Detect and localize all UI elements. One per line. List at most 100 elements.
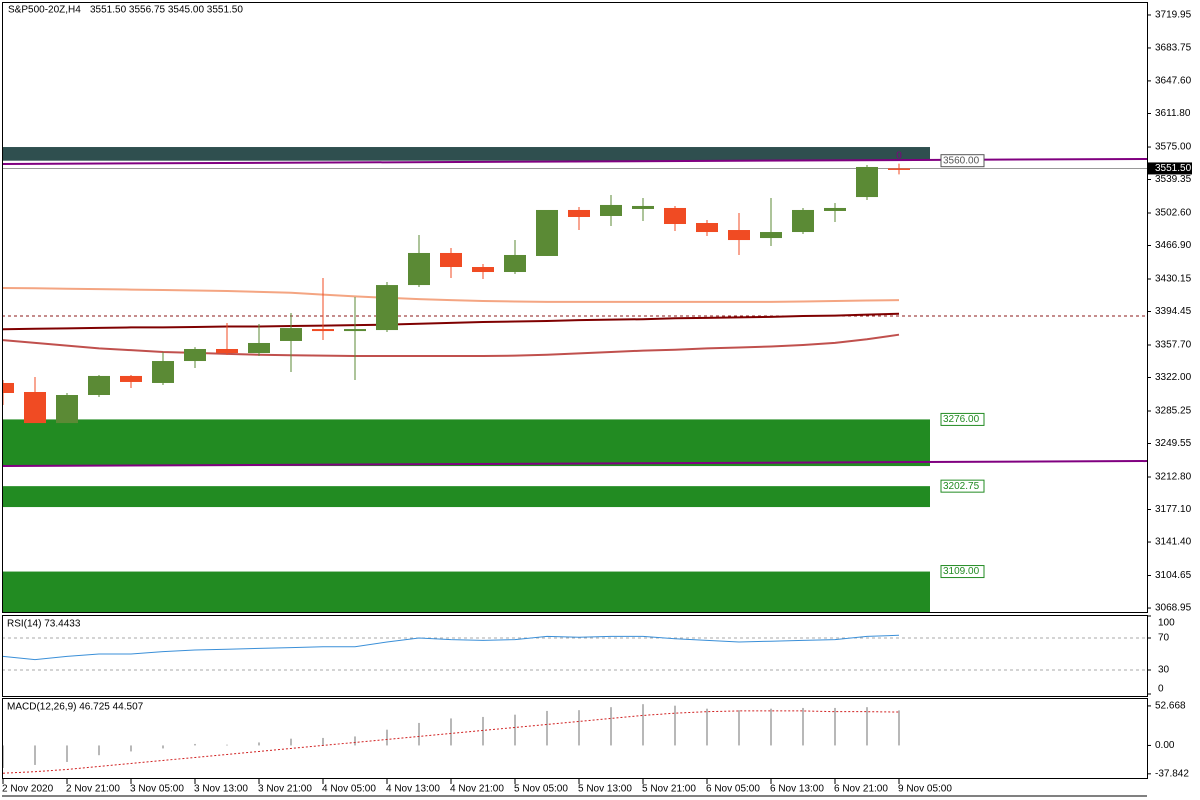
macd-bar <box>642 704 644 746</box>
macd-bar <box>610 707 612 746</box>
zone <box>2 486 930 508</box>
x-tick-label: 3 Nov 05:00 <box>130 784 184 795</box>
candle-body <box>440 252 462 268</box>
macd-bar <box>290 738 292 746</box>
y-tick-label: 3212.80 <box>1155 472 1192 483</box>
candle-body <box>536 209 558 256</box>
candle-body <box>472 267 494 273</box>
candle-body <box>792 209 814 233</box>
price-panel: 0 <box>2 147 1147 612</box>
candle-body <box>56 395 78 424</box>
rsi-label: RSI(14) 73.4433 <box>7 619 81 630</box>
candle-body <box>504 254 526 273</box>
candle-body <box>696 223 718 233</box>
candle-body <box>88 375 110 396</box>
level-label-box <box>940 479 985 493</box>
candle-body <box>728 230 750 241</box>
macd-bar <box>578 710 580 746</box>
current-price-label: 3551.50 <box>1155 163 1192 174</box>
macd-bar <box>418 722 420 746</box>
x-tick-label: 6 Nov 05:00 <box>706 784 760 795</box>
x-tick-label: 2 Nov 21:00 <box>66 784 120 795</box>
level-label-box <box>940 412 985 426</box>
price-frame <box>2 2 1148 613</box>
macd-bar <box>738 710 740 746</box>
x-tick-label: 5 Nov 05:00 <box>514 784 568 795</box>
y-tick-label: 3249.55 <box>1155 438 1192 449</box>
macd-frame <box>2 698 1148 779</box>
y-tick-label: 3719.95 <box>1155 10 1192 21</box>
macd-bar <box>194 743 196 746</box>
macd-tick-label: -37.842 <box>1155 768 1189 779</box>
y-tick-label: 3647.60 <box>1155 76 1192 87</box>
macd-bar <box>162 745 164 749</box>
trendline <box>2 460 1147 468</box>
rsi-frame <box>2 615 1148 697</box>
rsi-line <box>2 634 900 661</box>
level-label: 3560.00 <box>943 155 980 166</box>
y-tick-label: 3611.80 <box>1155 108 1191 119</box>
macd-bar <box>898 710 900 746</box>
macd-bar <box>482 716 484 746</box>
y-tick-label: 3141.40 <box>1155 537 1192 548</box>
candle-body <box>824 207 846 211</box>
axes: 3719.95 3683.75 3647.60 3611.80 3575.00 3539.… <box>2 10 1192 795</box>
y-tick-label: 3539.35 <box>1155 174 1192 185</box>
level-label: 3276.00 <box>943 414 980 425</box>
macd-bar <box>546 710 548 746</box>
macd-bar <box>450 718 452 746</box>
zone <box>2 571 930 612</box>
candle-body <box>248 342 270 354</box>
candle-body <box>184 348 206 362</box>
candle-body <box>408 252 430 286</box>
level-label: 3109.00 <box>943 566 980 577</box>
candle-body <box>376 285 398 331</box>
moving-average <box>2 312 900 331</box>
x-tick-label: 3 Nov 13:00 <box>194 784 248 795</box>
macd-bar <box>802 707 804 746</box>
x-tick-label: 3 Nov 21:00 <box>258 784 312 795</box>
zone <box>2 419 930 467</box>
macd-bar <box>66 745 68 762</box>
rsi-tick-label: 0 <box>1158 684 1164 695</box>
rsi-panel <box>2 634 1147 671</box>
y-tick-label: 3466.90 <box>1155 240 1192 251</box>
macd-bar <box>386 729 388 746</box>
candle-body <box>312 329 334 332</box>
marker: 0 <box>896 150 902 161</box>
candle-body <box>280 328 302 341</box>
macd-bar <box>770 708 772 746</box>
candle-body <box>2 382 14 393</box>
macd-bar <box>34 745 36 765</box>
zone <box>2 147 930 161</box>
macd-bar <box>834 707 836 746</box>
macd-signal <box>2 710 900 774</box>
candle-body <box>632 205 654 209</box>
moving-average <box>2 287 900 303</box>
level-label-box <box>940 565 985 579</box>
macd-bar <box>866 707 868 746</box>
candle-body <box>344 329 366 332</box>
y-tick-label: 3575.00 <box>1155 142 1192 153</box>
x-tick-label: 9 Nov 05:00 <box>898 784 952 795</box>
y-tick-label: 3104.65 <box>1155 570 1192 581</box>
y-tick-label: 3502.60 <box>1155 208 1192 219</box>
macd-label: MACD(12,26,9) 46.725 44.507 <box>7 702 144 713</box>
macd-panel <box>2 704 900 774</box>
candle-body <box>152 361 174 383</box>
macd-tick-label: 0.00 <box>1155 740 1175 751</box>
macd-bar <box>258 742 260 746</box>
macd-bar <box>706 708 708 746</box>
candle-body <box>856 166 878 198</box>
level-label-box <box>940 154 985 168</box>
y-tick-label: 3357.70 <box>1155 340 1192 351</box>
candle-body <box>216 348 238 354</box>
macd-bar <box>674 705 676 746</box>
current-price-box <box>1148 162 1192 175</box>
rsi-tick-label: 30 <box>1158 665 1170 676</box>
x-tick-label: 4 Nov 21:00 <box>450 784 504 795</box>
x-tick-label: 6 Nov 21:00 <box>834 784 888 795</box>
